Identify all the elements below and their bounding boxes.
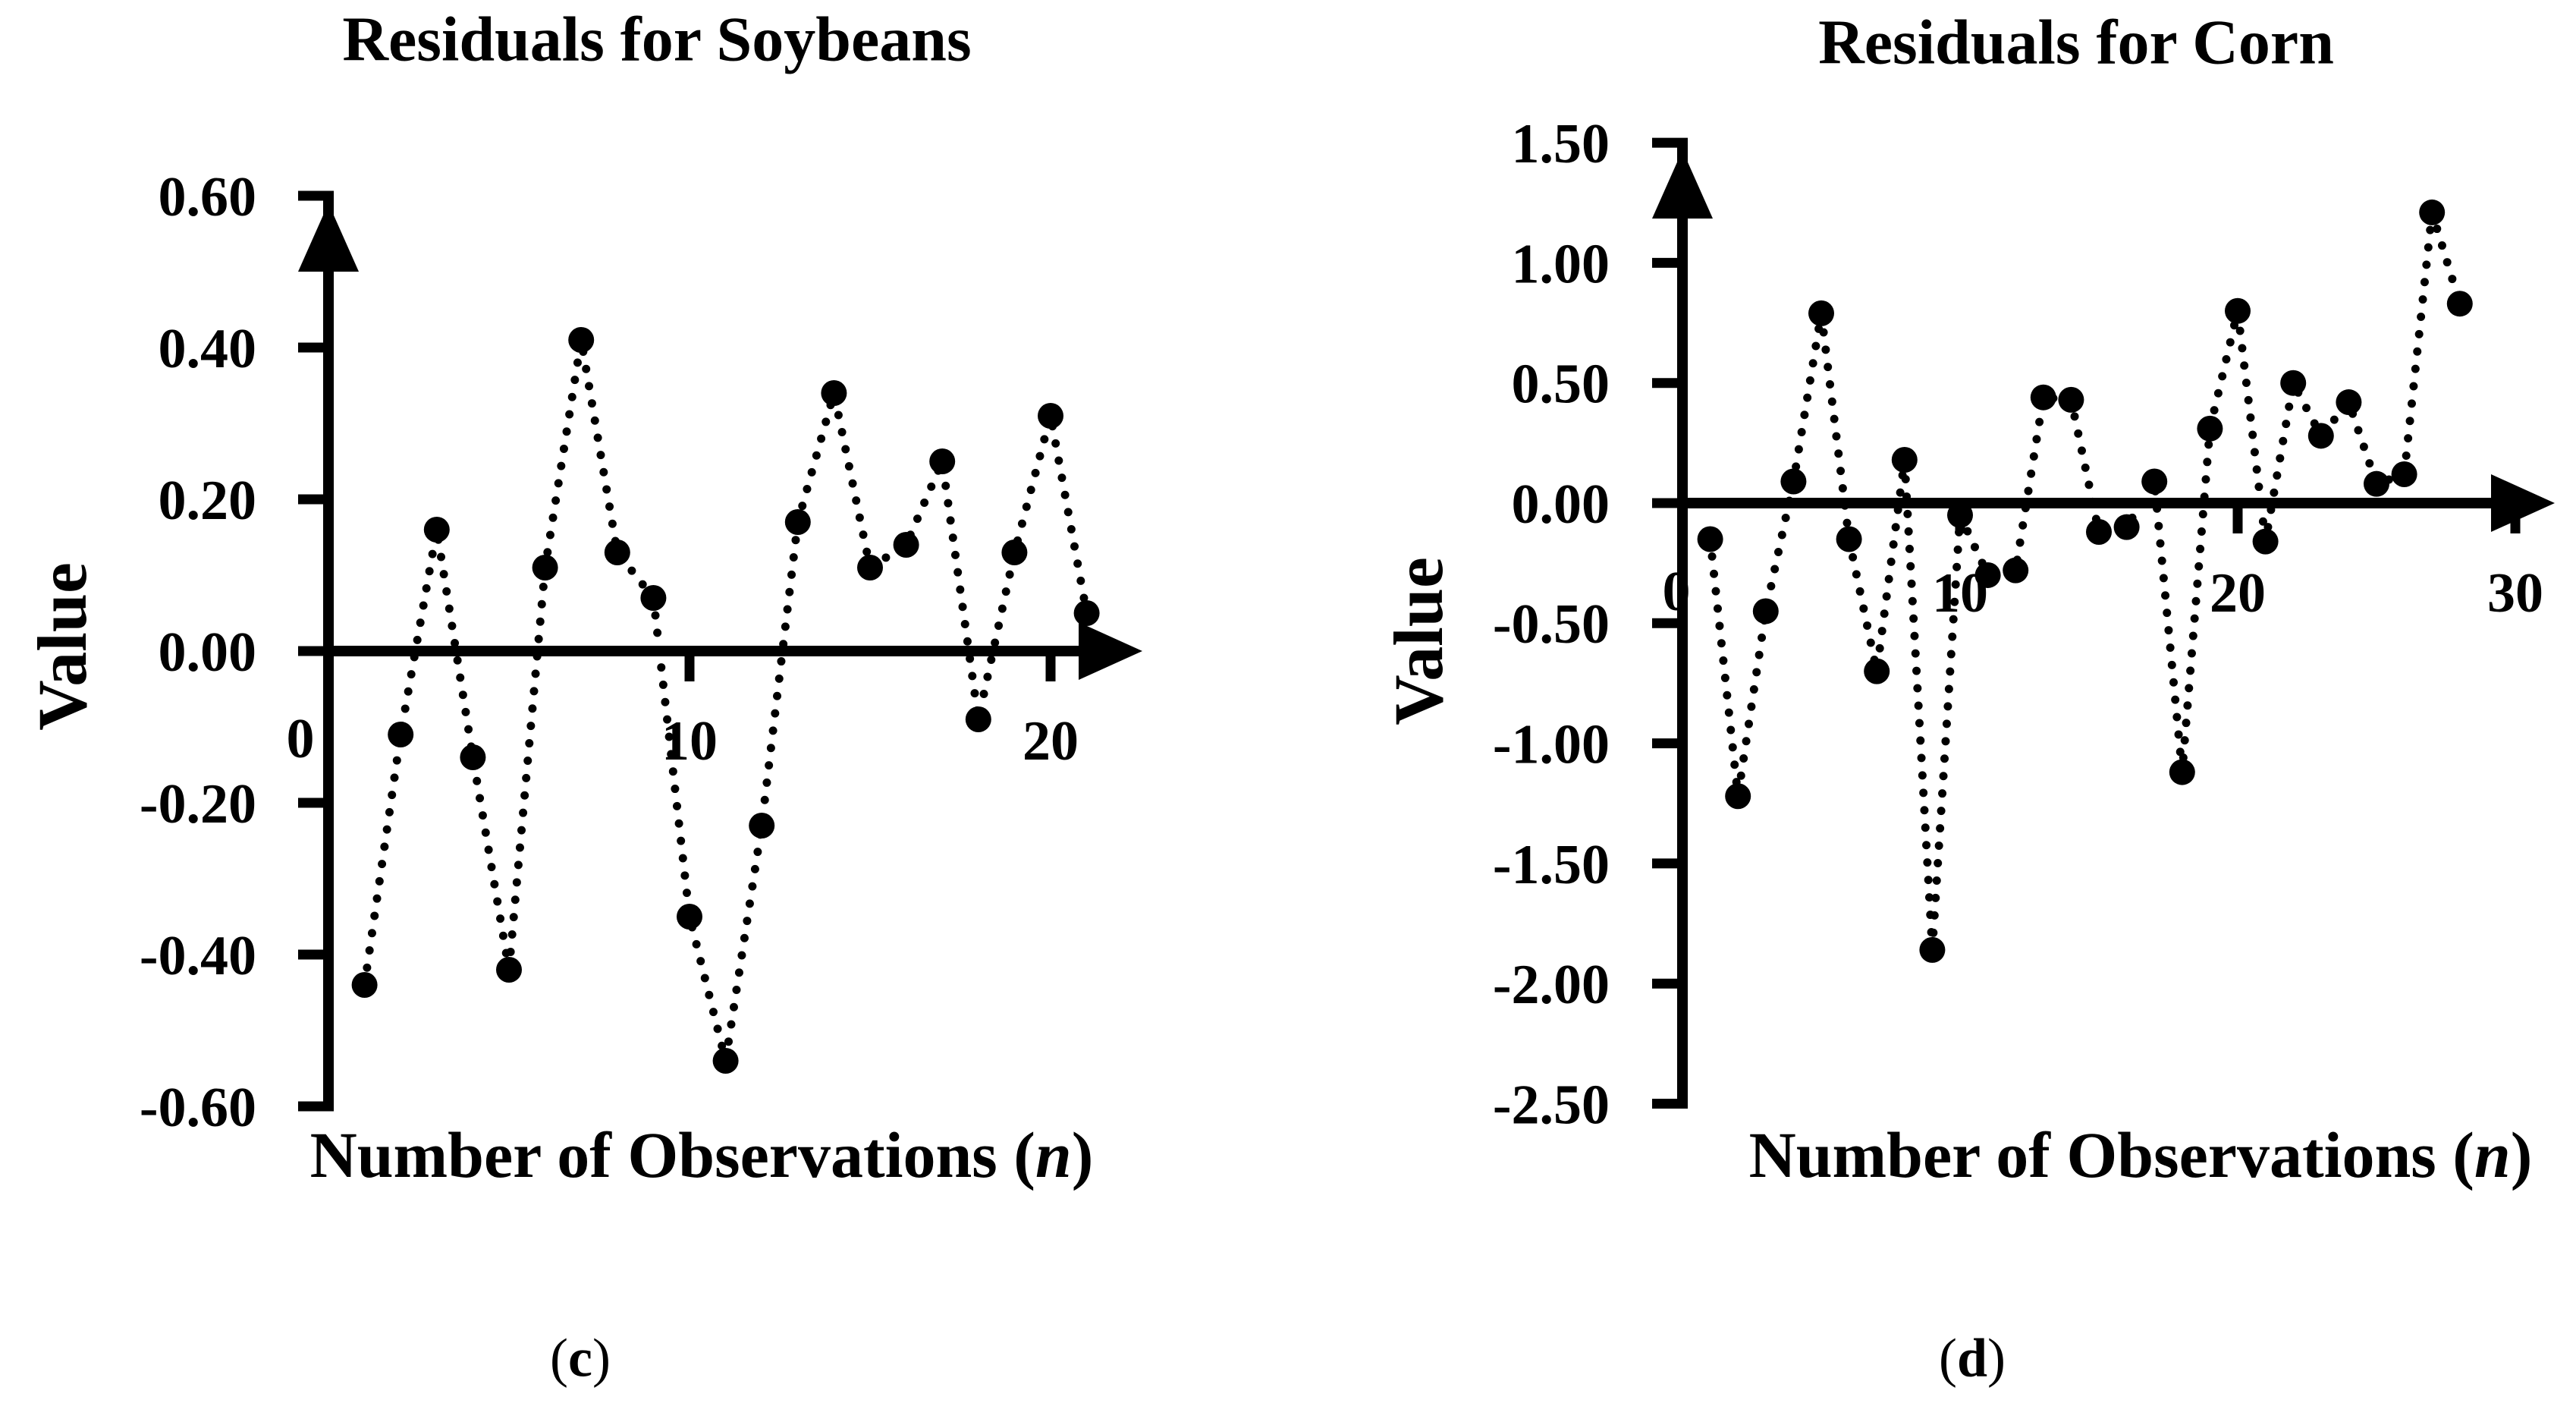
corn-dotted-line (1706, 211, 2464, 951)
caption-paren-open: ( (1938, 1327, 1957, 1389)
x-axis-title-close: ) (2510, 1118, 2533, 1191)
soybeans-y-tick-label: -0.40 (140, 925, 256, 987)
soybeans-y-tick-label: 0.00 (159, 621, 257, 684)
corn-data-point (2197, 415, 2223, 442)
x-axis-title-soybeans: Number of Observations (n) (310, 1117, 1094, 1193)
x-axis-title-variable: n (2474, 1118, 2511, 1191)
corn-data-point (2169, 759, 2195, 785)
corn-data-point (1864, 658, 1890, 684)
soybeans-y-tick-label: -0.20 (140, 773, 256, 835)
soybeans-data-point (496, 957, 522, 983)
corn-data-point (2419, 199, 2446, 225)
corn-x-tick-label: 30 (2487, 562, 2543, 624)
soybeans-data-point (677, 904, 702, 930)
corn-y-tick-label: -2.50 (1493, 1074, 1610, 1136)
soybeans-y-tick-label: 0.60 (159, 166, 257, 228)
soybeans-data-point (857, 555, 883, 580)
corn-data-point (1836, 526, 1862, 552)
corn-data-point (1808, 300, 1834, 326)
soybeans-data-point (1038, 403, 1063, 429)
soybeans-data-point (640, 585, 667, 611)
corn-data-point (2030, 384, 2056, 411)
corn-y-tick-label: 0.00 (1512, 473, 1610, 536)
corn-data-point (2086, 518, 2112, 545)
corn-y-axis-arrowhead (1652, 150, 1713, 219)
soybeans-x-axis-arrowhead (1079, 622, 1142, 680)
corn-y-tick-label: -2.00 (1493, 954, 1610, 1016)
soybeans-x-tick-label: 20 (1023, 710, 1079, 772)
soybeans-y-tick-label: -0.60 (140, 1077, 256, 1139)
y-axis-title-corn: Value (1380, 557, 1457, 725)
corn-data-point (1725, 783, 1751, 810)
chart-title-corn: Residuals for Corn (1818, 7, 2334, 78)
corn-data-point (1947, 502, 1973, 528)
corn-x-tick-label: 20 (2210, 562, 2266, 624)
soybeans-data-point (568, 327, 595, 353)
y-axis-title-soybeans: Value (24, 562, 101, 731)
soybeans-data-point (1001, 540, 1028, 565)
caption-paren-close: ) (1987, 1327, 2006, 1389)
x-axis-title-variable: n (1035, 1118, 1072, 1191)
soybeans-data-point (423, 517, 450, 543)
corn-data-point (1780, 468, 1807, 495)
soybeans-data-point (604, 540, 630, 565)
x-axis-title-text: Number of Observations ( (1748, 1118, 2474, 1191)
corn-data-point (2364, 470, 2389, 497)
corn-data-point (2252, 528, 2279, 555)
corn-y-tick-label: 1.50 (1512, 113, 1610, 175)
corn-data-point (1697, 526, 1723, 552)
corn-data-point (2446, 291, 2473, 317)
corn-data-point (2225, 297, 2251, 324)
soybeans-data-point (893, 532, 919, 558)
corn-data-point (2307, 423, 2334, 449)
x-axis-title-close: ) (1071, 1118, 1094, 1191)
soybeans-data-point (351, 972, 378, 998)
corn-y-tick-label: -1.00 (1493, 714, 1610, 776)
soybeans-x-origin-label: 0 (287, 708, 315, 770)
x-axis-title-text: Number of Observations ( (309, 1118, 1035, 1191)
x-axis-title-corn: Number of Observations (n) (1749, 1117, 2533, 1193)
soybeans-y-tick-label: 0.20 (159, 470, 257, 532)
caption-paren-close: ) (592, 1327, 611, 1389)
corn-data-point (1891, 447, 1918, 473)
soybeans-data-point (784, 509, 811, 535)
corn-data-point (2336, 389, 2362, 416)
corn-y-tick-label: -1.50 (1493, 834, 1610, 896)
panel-caption-d: (d) (1939, 1327, 2006, 1390)
corn-data-point (2280, 370, 2307, 396)
corn-data-point (2113, 514, 2140, 540)
caption-letter: d (1956, 1327, 1988, 1389)
soybeans-data-point (460, 744, 486, 770)
corn-data-point (2141, 468, 2168, 495)
corn-y-tick-label: 0.50 (1512, 354, 1610, 416)
corn-x-axis-arrowhead (2491, 474, 2555, 532)
corn-data-point (2391, 461, 2417, 488)
corn-data-point (2003, 557, 2029, 584)
soybeans-data-point (929, 448, 956, 474)
corn-data-point (1974, 562, 2001, 588)
corn-data-point (1919, 936, 1946, 963)
soybeans-data-point (532, 555, 558, 580)
corn-data-point (2058, 386, 2084, 413)
soybeans-data-point (1073, 600, 1100, 626)
soybeans-y-axis-arrowhead (298, 203, 359, 272)
soybeans-dotted-line (360, 339, 1092, 1062)
caption-letter: c (568, 1327, 592, 1389)
soybeans-data-point (712, 1048, 739, 1074)
soybeans-data-point (388, 722, 414, 747)
corn-data-point (1752, 598, 1779, 624)
corn-y-tick-label: 1.00 (1512, 233, 1610, 295)
chart-title-soybeans: Residuals for Soybeans (342, 4, 972, 75)
panel-caption-c: (c) (550, 1327, 611, 1390)
soybeans-data-point (749, 813, 775, 838)
caption-paren-open: ( (550, 1327, 569, 1389)
soybeans-y-tick-label: 0.40 (159, 318, 257, 380)
soybeans-data-point (821, 380, 847, 406)
soybeans-data-point (965, 706, 991, 732)
corn-x-origin-label: 0 (1663, 561, 1691, 623)
corn-y-tick-label: -0.50 (1493, 593, 1610, 656)
